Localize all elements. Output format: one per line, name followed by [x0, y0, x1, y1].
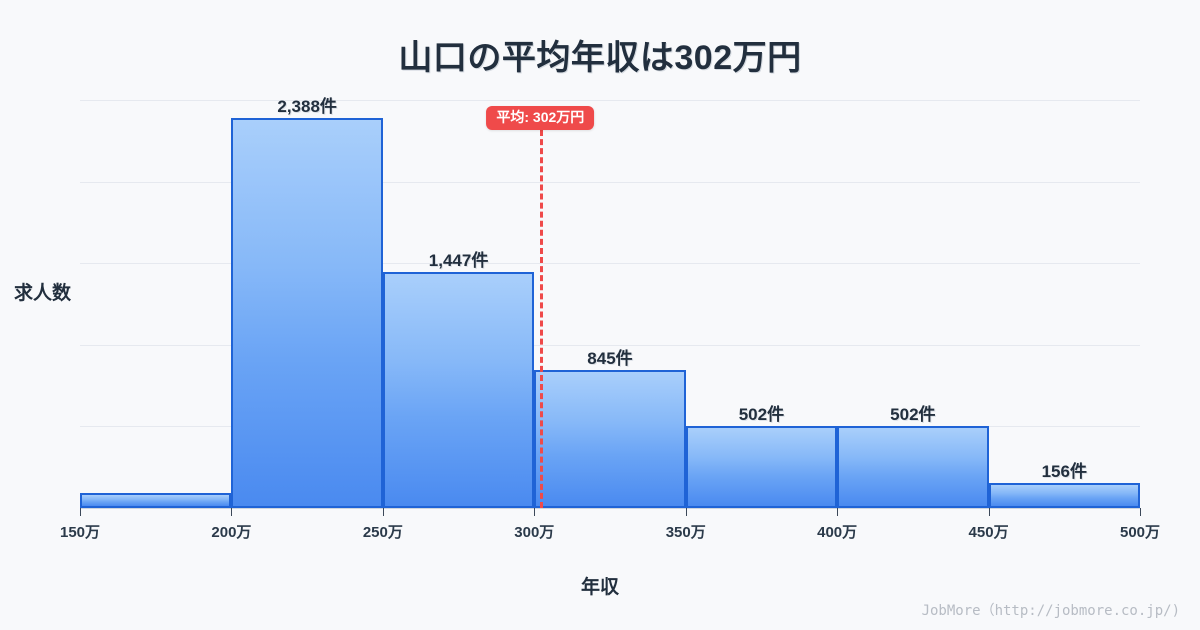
histogram-bar[interactable] [837, 426, 989, 508]
x-axis-tick [80, 508, 81, 516]
average-line [540, 130, 544, 508]
x-axis-tick-label: 250万 [362, 524, 403, 541]
bar-value-label: 1,447件 [428, 250, 489, 270]
x-axis-tick-label: 200万 [211, 524, 252, 541]
gridline [80, 100, 1140, 101]
x-axis-tick-label: 450万 [968, 524, 1009, 541]
gridline [80, 181, 1140, 183]
x-axis-tick [382, 508, 384, 516]
gridline [80, 344, 1140, 346]
x-axis-tick-label: 300万 [514, 524, 555, 541]
x-axis-tick [534, 508, 536, 516]
average-badge: 平均: 302万円 [486, 106, 595, 131]
x-axis-tick [1140, 508, 1141, 516]
bar-value-label: 2,388件 [277, 97, 337, 117]
histogram-bar[interactable] [231, 118, 383, 508]
histogram-bar[interactable] [685, 426, 838, 508]
x-axis-tick-label: 150万 [59, 524, 101, 541]
watermark: JobMore（http://jobmore.co.jp/) [921, 603, 1180, 619]
histogram-bar[interactable] [382, 271, 535, 508]
page-title: 山口の平均年収は302万円 [398, 39, 802, 77]
y-axis-title: 求人数 [14, 283, 72, 304]
histogram-bar[interactable] [534, 370, 686, 508]
bar-value-label: 502件 [890, 405, 936, 425]
x-axis-tick-label: 350万 [665, 524, 706, 541]
x-axis-tick [685, 508, 687, 516]
histogram-bar[interactable] [988, 482, 1140, 508]
bars-layer: 2,388件 1,447件 845件 502件 502件 156件 平均: 302万円 [80, 97, 1140, 508]
x-axis-tick-label: 500万 [1119, 524, 1161, 541]
plot-area: 2,388件 1,447件 845件 502件 502件 156件 平均: 302万円 [80, 97, 1140, 508]
bar-value-label: 502件 [738, 405, 785, 425]
x-axis-tick [837, 508, 839, 516]
x-axis-tick [988, 508, 990, 516]
gridline [80, 263, 1140, 265]
bar-value-label: 156件 [1041, 461, 1087, 481]
x-axis-baseline [80, 508, 1140, 509]
x-axis-title: 年収 [580, 577, 619, 598]
bar-value-label: 845件 [587, 349, 633, 369]
histogram-bar[interactable] [80, 493, 232, 508]
x-axis-tick-label: 400万 [817, 524, 858, 541]
x-axis-tick [231, 508, 233, 516]
